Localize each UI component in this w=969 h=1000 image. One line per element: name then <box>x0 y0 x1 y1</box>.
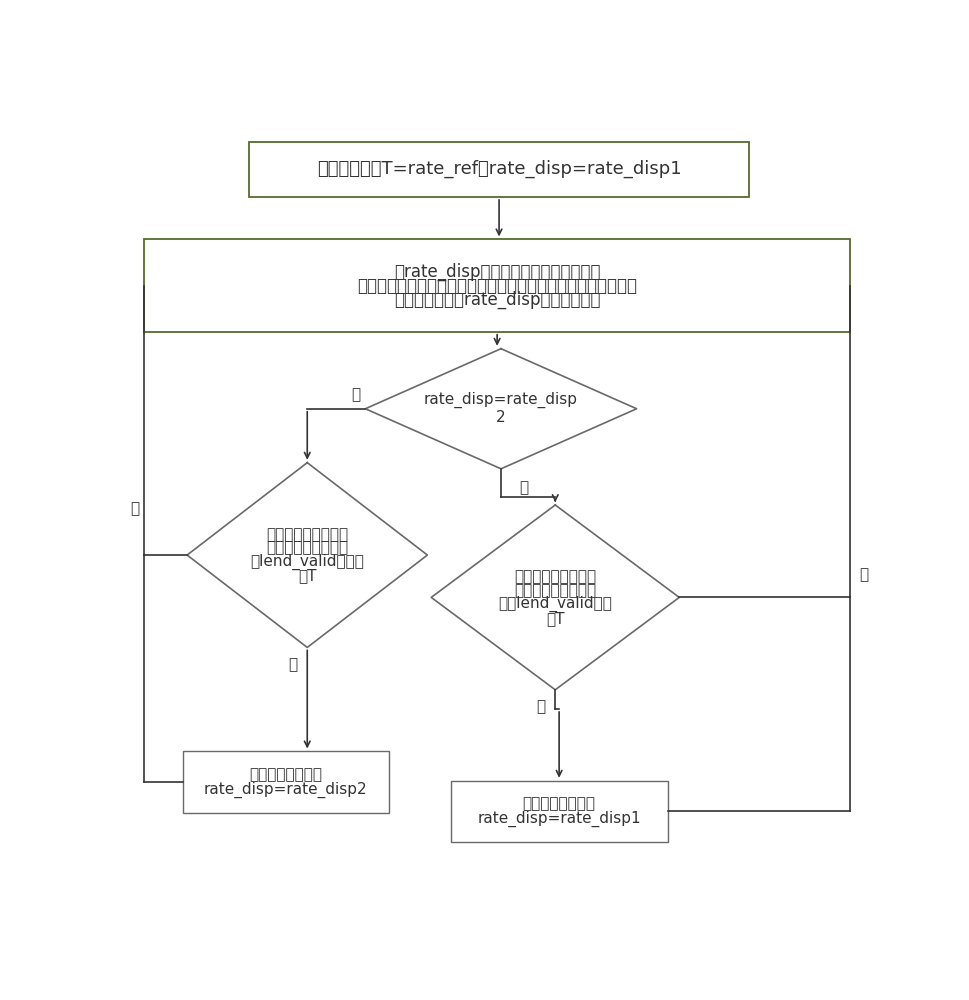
Text: rate_disp=rate_disp2: rate_disp=rate_disp2 <box>203 782 367 798</box>
Text: 列是lend_valid否小: 列是lend_valid否小 <box>498 596 611 612</box>
Text: 以rate_disp从缓冲队列头部读取数据，: 以rate_disp从缓冲队列头部读取数据， <box>393 263 600 281</box>
Bar <box>144 239 849 332</box>
Bar <box>183 751 389 813</box>
Text: 设置转换阀值T=rate_ref，rate_disp=rate_disp1: 设置转换阀值T=rate_ref，rate_disp=rate_disp1 <box>317 160 680 178</box>
Text: 左侧，完成当前rate_disp下的流畅滚屏: 左侧，完成当前rate_disp下的流畅滚屏 <box>393 290 600 309</box>
Text: 2: 2 <box>496 410 505 425</box>
Text: 剩余的未显示的数据: 剩余的未显示的数据 <box>266 541 348 556</box>
Polygon shape <box>365 349 636 469</box>
Text: 启动加速滚屏，即: 启动加速滚屏，即 <box>249 767 322 782</box>
Bar <box>249 142 748 197</box>
Text: 是: 是 <box>536 699 546 714</box>
Text: 于T: 于T <box>297 568 316 583</box>
Text: 剩余的未显示的数据: 剩余的未显示的数据 <box>514 583 596 598</box>
Text: 于T: 于T <box>546 611 564 626</box>
Text: 判断当前缓冲队列中: 判断当前缓冲队列中 <box>266 527 348 542</box>
Text: rate_disp=rate_disp: rate_disp=rate_disp <box>423 391 578 408</box>
Text: 是: 是 <box>289 657 297 672</box>
Text: 否: 否 <box>859 567 867 582</box>
Text: 是: 是 <box>519 481 528 496</box>
Text: 否: 否 <box>351 387 360 402</box>
Text: 判断当前缓冲队列中: 判断当前缓冲队列中 <box>514 569 596 584</box>
Text: rate_disp=rate_disp1: rate_disp=rate_disp1 <box>477 811 641 827</box>
Text: 否: 否 <box>131 501 140 516</box>
Polygon shape <box>431 505 678 690</box>
Text: 列lend_valid是否大: 列lend_valid是否大 <box>250 554 363 570</box>
Polygon shape <box>187 463 427 647</box>
Bar <box>451 781 667 842</box>
Text: 启动减速滚屏，即: 启动减速滚屏，即 <box>522 796 595 811</box>
Text: 屏幕上原有的数据列依次右移，取出的数据列依次显示在屏幕最: 屏幕上原有的数据列依次右移，取出的数据列依次显示在屏幕最 <box>357 277 637 295</box>
